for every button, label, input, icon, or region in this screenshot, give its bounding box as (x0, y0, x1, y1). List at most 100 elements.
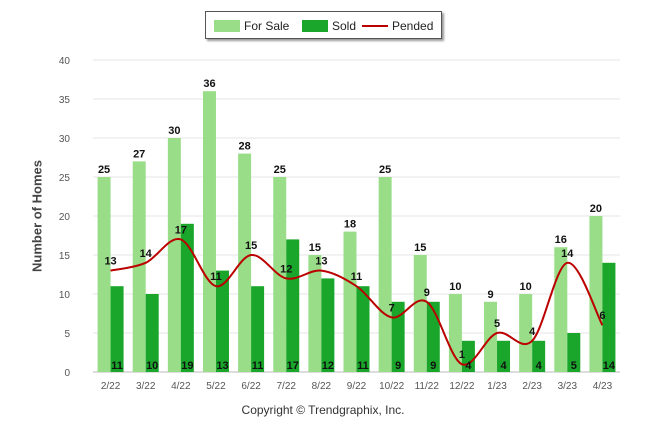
bar-for-sale (167, 138, 181, 372)
data-label-pended: 7 (389, 302, 395, 314)
bar-for-sale (589, 216, 603, 372)
data-label-sold: 12 (322, 360, 334, 372)
pended-line (110, 238, 604, 366)
data-label-for-sale: 27 (133, 148, 145, 160)
bar-for-sale (343, 231, 357, 372)
x-tick-label: 6/22 (241, 381, 261, 392)
data-label-sold: 13 (216, 360, 228, 372)
data-label-pended: 5 (494, 318, 500, 330)
y-tick-label: 15 (59, 251, 71, 262)
bar-for-sale (413, 255, 427, 372)
bar-sold (497, 340, 511, 372)
bar-sold (567, 333, 581, 372)
data-label-sold: 5 (571, 360, 577, 372)
legend: For Sale Sold Pended (205, 11, 442, 39)
legend-swatch-sold (302, 20, 328, 32)
legend-swatch-for-sale (214, 20, 240, 32)
data-label-sold: 11 (357, 360, 369, 372)
x-tick-label: 2/23 (522, 381, 542, 392)
x-tick-label: 2/22 (101, 381, 121, 392)
bar-sold (215, 270, 229, 372)
y-tick-label: 10 (59, 290, 71, 301)
data-label-pended: 9 (424, 287, 430, 299)
x-tick-label: 3/23 (558, 381, 578, 392)
bar-for-sale (202, 91, 216, 372)
x-tick-label: 4/23 (593, 381, 613, 392)
bar-sold (286, 239, 300, 372)
data-label-pended: 17 (175, 224, 187, 236)
copyright-text: Copyright © Trendgraphix, Inc. (241, 403, 405, 417)
bar-sold (356, 286, 370, 372)
data-label-pended: 14 (140, 248, 153, 260)
data-label-pended: 15 (245, 240, 257, 252)
data-label-pended: 13 (315, 256, 327, 268)
data-label-pended: 13 (104, 256, 116, 268)
bar-for-sale (554, 247, 568, 372)
x-tick-label: 11/22 (415, 381, 440, 392)
legend-label-pended: Pended (392, 19, 434, 33)
data-label-for-sale: 10 (520, 281, 532, 293)
bar-sold (532, 340, 546, 372)
data-label-sold: 4 (500, 360, 507, 372)
bar-sold (602, 262, 616, 372)
x-tick-label: 7/22 (276, 381, 296, 392)
data-label-sold: 11 (111, 360, 123, 372)
legend-swatch-pended (362, 25, 388, 27)
x-tick-label: 12/22 (449, 381, 474, 392)
bar-sold (391, 301, 405, 372)
bar-sold (426, 301, 440, 372)
bar-for-sale (132, 161, 146, 372)
data-label-for-sale: 10 (449, 281, 461, 293)
y-tick-label: 25 (59, 173, 71, 184)
x-tick-label: 9/22 (347, 381, 367, 392)
legend-label-sold: Sold (332, 19, 357, 33)
data-label-sold: 9 (430, 360, 436, 372)
data-label-sold: 4 (465, 360, 472, 372)
y-tick-label: 30 (59, 134, 71, 145)
data-label-for-sale: 15 (309, 242, 321, 254)
y-tick-label: 0 (64, 368, 70, 379)
x-tick-label: 8/22 (312, 381, 332, 392)
y-tick-label: 20 (59, 212, 71, 223)
data-label-for-sale: 25 (274, 164, 286, 176)
data-label-for-sale: 15 (414, 242, 426, 254)
data-label-sold: 9 (395, 360, 401, 372)
data-label-sold: 17 (287, 360, 299, 372)
data-label-pended: 11 (210, 271, 222, 283)
x-tick-label: 5/22 (206, 381, 226, 392)
data-label-pended: 14 (561, 248, 574, 260)
bar-sold (321, 278, 335, 372)
data-label-for-sale: 25 (98, 164, 110, 176)
y-tick-label: 5 (64, 329, 70, 340)
data-label-pended: 12 (280, 263, 292, 275)
data-label-pended: 1 (459, 349, 465, 361)
data-label-for-sale: 30 (168, 125, 180, 137)
x-tick-label: 10/22 (379, 381, 404, 392)
data-label-pended: 6 (599, 310, 605, 322)
bar-for-sale (378, 177, 392, 372)
data-label-for-sale: 18 (344, 219, 356, 231)
data-label-for-sale: 28 (238, 141, 250, 153)
data-label-pended: 4 (529, 326, 536, 338)
bar-sold (145, 294, 159, 372)
data-label-for-sale: 36 (203, 78, 215, 90)
bar-for-sale (97, 177, 111, 372)
data-label-pended: 11 (351, 271, 363, 283)
y-tick-label: 35 (59, 95, 71, 106)
data-label-for-sale: 9 (487, 289, 493, 301)
x-tick-label: 1/23 (487, 381, 507, 392)
x-tick-label: 4/22 (171, 381, 191, 392)
bar-for-sale (308, 255, 322, 372)
data-label-for-sale: 20 (590, 203, 602, 215)
data-label-sold: 11 (252, 360, 264, 372)
data-label-sold: 10 (146, 360, 158, 372)
bar-sold (251, 286, 265, 372)
data-label-sold: 19 (181, 360, 193, 372)
data-label-for-sale: 16 (555, 234, 567, 246)
bar-sold (110, 286, 124, 372)
bar-for-sale (238, 153, 252, 372)
data-label-for-sale: 25 (379, 164, 391, 176)
data-label-sold: 4 (536, 360, 543, 372)
